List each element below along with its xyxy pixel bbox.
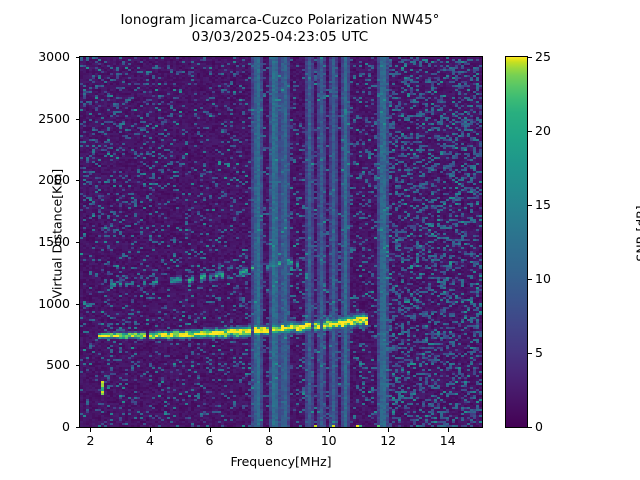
y-tick <box>75 180 79 182</box>
y-tick <box>75 303 79 305</box>
colorbar-label: SNR [dB] <box>633 205 640 262</box>
x-tick-label: 4 <box>145 433 154 448</box>
title-line-2: 03/03/2025-04:23:05 UTC <box>191 29 369 45</box>
x-tick-label: 2 <box>86 433 95 448</box>
y-tick-label: 1500 <box>38 234 70 249</box>
x-tick-label: 14 <box>439 433 456 448</box>
x-tick <box>388 428 390 432</box>
y-tick-label: 0 <box>62 419 70 434</box>
x-tick <box>149 428 151 432</box>
x-tick-label: 6 <box>205 433 214 448</box>
y-tick <box>75 242 79 243</box>
x-axis-label: Frequency[MHz] <box>230 454 332 469</box>
y-axis-label: Virtual Distance[Km] <box>49 168 65 299</box>
y-tick-label: 1000 <box>38 295 70 311</box>
x-tick <box>328 428 330 432</box>
y-tick-label: 500 <box>46 357 70 373</box>
x-tick <box>209 428 211 432</box>
colorbar-tick <box>528 427 532 428</box>
y-tick-label: 2500 <box>38 110 70 126</box>
colorbar-tick-label: 20 <box>535 123 551 138</box>
y-tick <box>75 118 79 120</box>
colorbar-tick <box>528 205 532 206</box>
x-tick <box>269 428 271 432</box>
title-line-1: Ionogram Jicamarca-Cuzco Polarization NW… <box>120 12 440 28</box>
figure-title: Ionogram Jicamarca-Cuzco Polarization NW… <box>0 12 560 46</box>
colorbar-tick-label: 5 <box>535 345 543 360</box>
colorbar <box>505 56 528 428</box>
colorbar-tick <box>528 131 532 132</box>
colorbar-tick-label: 25 <box>535 49 551 64</box>
y-tick <box>75 427 79 428</box>
ionogram-plot-area <box>79 56 483 428</box>
ionogram-heatmap-canvas <box>80 57 482 427</box>
y-tick-label: 3000 <box>38 49 70 64</box>
x-tick <box>447 428 449 432</box>
colorbar-tick <box>528 353 532 354</box>
colorbar-tick <box>528 57 532 58</box>
colorbar-tick <box>528 279 532 280</box>
x-tick-label: 12 <box>380 433 397 448</box>
x-tick-label: 10 <box>320 433 337 448</box>
colorbar-tick-label: 10 <box>535 271 551 286</box>
y-tick <box>75 365 79 367</box>
colorbar-tick-label: 0 <box>535 419 543 434</box>
y-tick-label: 2000 <box>38 172 70 188</box>
x-tick <box>90 428 92 432</box>
y-tick <box>75 57 79 58</box>
colorbar-tick-label: 15 <box>535 197 551 212</box>
x-tick-label: 8 <box>265 433 274 448</box>
